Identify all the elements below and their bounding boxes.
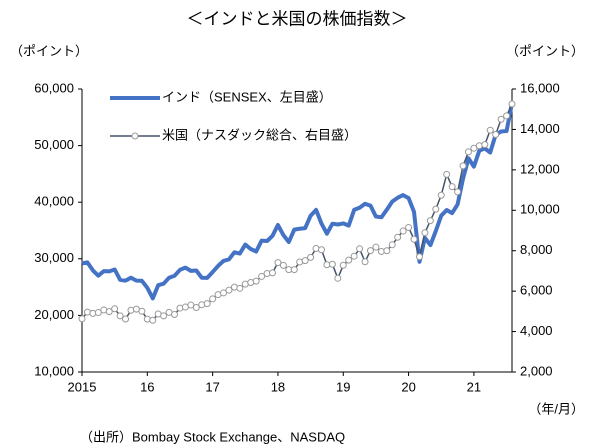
series-marker <box>508 100 516 108</box>
series-marker <box>492 131 500 139</box>
series-marker <box>122 315 130 323</box>
series-marker <box>209 295 217 303</box>
series-marker <box>269 269 277 277</box>
series-marker <box>252 277 260 285</box>
series-line <box>81 102 514 301</box>
series-marker <box>497 115 505 123</box>
y2-tick-label: 4,000 <box>520 323 553 338</box>
series-marker <box>258 272 266 280</box>
series-marker <box>426 217 434 225</box>
x-tick-label: 2015 <box>68 379 97 394</box>
y2-axis-label: （ポイント） <box>506 43 584 58</box>
legend-marker <box>131 132 139 140</box>
series-marker <box>225 286 233 294</box>
series-marker <box>171 311 179 319</box>
y2-tick-label: 16,000 <box>520 80 560 95</box>
y-axis-label: （ポイント） <box>10 43 88 58</box>
series-marker <box>116 312 124 320</box>
series-marker <box>78 315 86 323</box>
x-tick-label: 17 <box>205 379 219 394</box>
y2-tick-label: 8,000 <box>520 242 553 257</box>
series-marker <box>415 253 423 261</box>
series-marker <box>503 112 511 120</box>
series-marker <box>138 307 146 315</box>
series-marker <box>328 260 336 268</box>
series-marker <box>421 229 429 237</box>
series-marker <box>149 316 157 324</box>
x-tick-label: 16 <box>140 379 154 394</box>
series-marker <box>160 312 168 320</box>
series-marker <box>448 183 456 191</box>
series-marker <box>388 241 396 249</box>
series-marker <box>486 126 494 134</box>
series-marker <box>350 252 358 260</box>
series-marker <box>356 245 364 253</box>
series-marker <box>481 141 489 149</box>
x-tick-label: 20 <box>401 379 415 394</box>
series-marker <box>339 261 347 269</box>
y2-tick-label: 6,000 <box>520 283 553 298</box>
legend-label: 米国（ナスダック総合、右目盛） <box>162 127 357 142</box>
y-tick-label: 40,000 <box>34 194 74 209</box>
series-marker <box>372 243 380 251</box>
series-marker <box>464 148 472 156</box>
series-marker <box>105 308 113 316</box>
series-marker <box>361 258 369 266</box>
series-marker <box>220 289 228 297</box>
x-tick-label: 18 <box>271 379 285 394</box>
series-marker <box>366 247 374 255</box>
y-tick-label: 30,000 <box>34 250 74 265</box>
series-marker <box>279 261 287 269</box>
legend-label: インド（SENSEX、左目盛） <box>162 89 332 104</box>
y-tick-label: 50,000 <box>34 137 74 152</box>
y2-tick-label: 12,000 <box>520 161 560 176</box>
x-tick-label: 21 <box>467 379 481 394</box>
series-marker <box>410 235 418 243</box>
series-marker <box>432 205 440 213</box>
chart-title: ＜インドと米国の株価指数＞ <box>187 9 408 28</box>
series-marker <box>334 274 342 282</box>
series-marker <box>399 227 407 235</box>
y-tick-label: 60,000 <box>34 80 74 95</box>
series-marker <box>437 191 445 199</box>
series-marker <box>307 253 315 261</box>
series-marker <box>290 266 298 274</box>
series-marker <box>383 247 391 255</box>
x-tick-label: 19 <box>336 379 350 394</box>
series-marker <box>203 300 211 308</box>
series-marker <box>94 309 102 317</box>
series-marker <box>192 304 200 312</box>
series-marker <box>443 170 451 178</box>
series-marker <box>459 162 467 170</box>
series-marker <box>345 256 353 264</box>
series-marker <box>111 305 119 313</box>
x-axis-label: （年/月） <box>528 401 584 416</box>
series-marker <box>274 259 282 267</box>
series-marker <box>236 284 244 292</box>
y-tick-label: 10,000 <box>34 363 74 378</box>
y2-tick-label: 10,000 <box>520 202 560 217</box>
series-marker <box>394 233 402 241</box>
series-marker <box>454 188 462 196</box>
series-marker <box>317 246 325 254</box>
y2-tick-label: 14,000 <box>520 121 560 136</box>
y2-tick-label: 2,000 <box>520 363 553 378</box>
y-tick-label: 20,000 <box>34 307 74 322</box>
series-marker <box>405 223 413 231</box>
source-note: （出所）Bombay Stock Exchange、NASDAQ <box>80 429 345 444</box>
series-marker <box>301 257 309 265</box>
